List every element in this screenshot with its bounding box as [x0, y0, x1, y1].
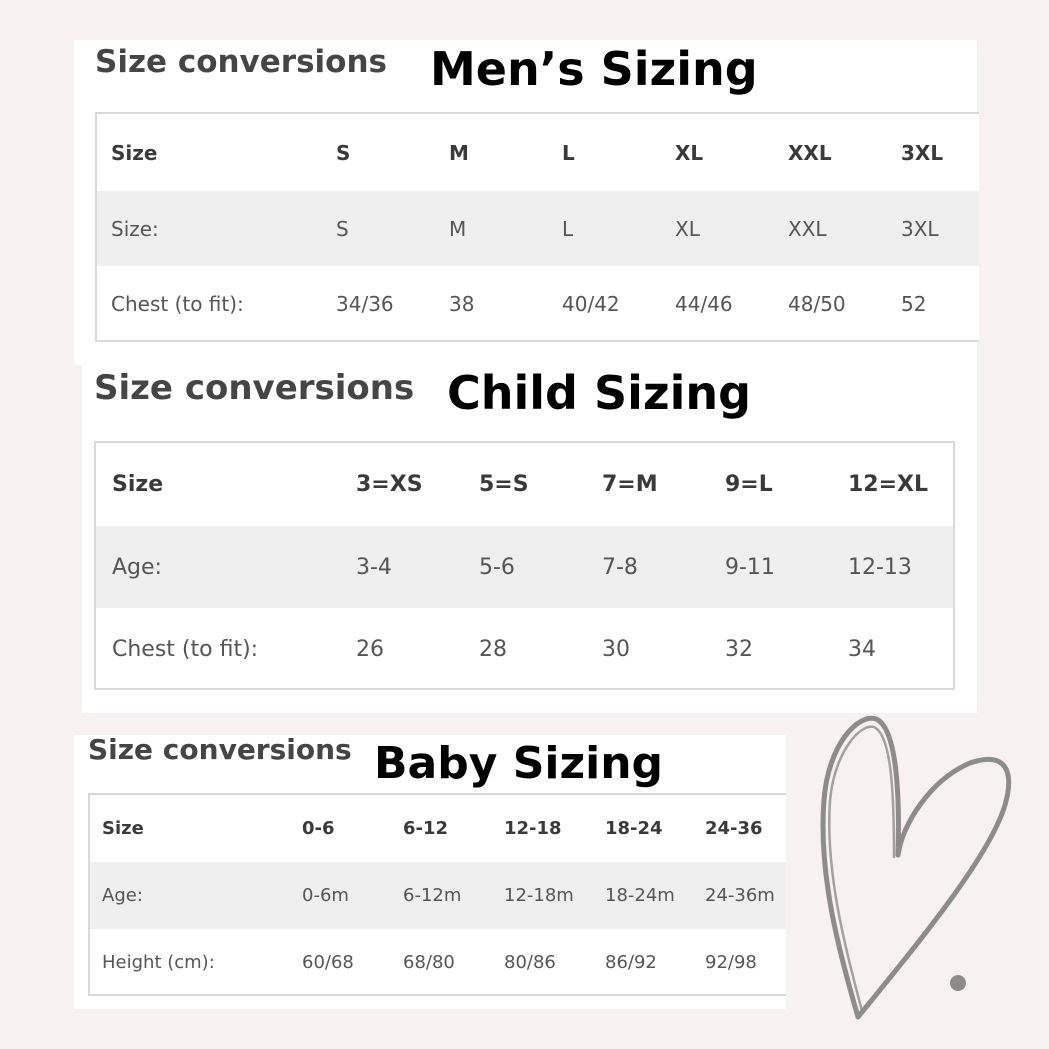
- table-row: Age: 3-4 5-6 7-8 9-11 12-13: [96, 526, 953, 608]
- child-header-cell: 12=XL: [848, 472, 929, 497]
- mens-header-cell: Size: [111, 140, 158, 165]
- baby-row-label: Age:: [102, 885, 143, 906]
- table-row: Height (cm): 60/68 68/80 80/86 86/92 92/…: [90, 929, 786, 994]
- baby-header-cell: 6-12: [403, 818, 449, 839]
- child-cell: 26: [356, 636, 384, 662]
- baby-cell: 68/80: [403, 952, 455, 973]
- mens-header-cell: S: [336, 140, 351, 165]
- mens-cell: 38: [449, 292, 475, 316]
- mens-cell: XL: [675, 216, 700, 241]
- baby-header-cell: 18-24: [605, 818, 663, 839]
- baby-cell: 0-6m: [302, 885, 349, 906]
- child-section-label: Size conversions: [94, 368, 415, 408]
- mens-header-cell: M: [449, 140, 469, 165]
- baby-header-cell: Size: [102, 818, 144, 839]
- baby-cell: 12-18m: [504, 885, 574, 906]
- baby-section-label: Size conversions: [88, 733, 352, 766]
- child-cell: 3-4: [356, 554, 392, 580]
- mens-title: Men’s Sizing: [430, 42, 758, 96]
- mens-cell: 3XL: [901, 216, 939, 241]
- baby-row-label: Height (cm):: [102, 952, 215, 973]
- child-header-cell: 3=XS: [356, 472, 423, 497]
- table-row: Chest (to fit): 34/36 38 40/42 44/46 48/…: [97, 266, 979, 340]
- table-row: Age: 0-6m 6-12m 12-18m 18-24m 24-36m: [90, 862, 786, 929]
- mens-cell: L: [562, 216, 574, 241]
- child-header-cell: Size: [112, 472, 164, 497]
- mens-cell: 34/36: [336, 292, 394, 316]
- child-cell: 28: [479, 636, 507, 662]
- mens-cell: 40/42: [562, 292, 620, 316]
- child-cell: 5-6: [479, 554, 515, 580]
- child-cell: 30: [602, 636, 630, 662]
- table-row: Chest (to fit): 26 28 30 32 34: [96, 608, 953, 688]
- child-row-label: Chest (to fit):: [112, 636, 259, 662]
- baby-cell: 86/92: [605, 952, 657, 973]
- child-row-label: Age:: [112, 554, 162, 580]
- mens-row-label: Chest (to fit):: [111, 292, 244, 316]
- mens-cell: 52: [901, 292, 927, 316]
- child-cell: 9-11: [725, 554, 775, 580]
- baby-cell: 80/86: [504, 952, 556, 973]
- baby-header-cell: 12-18: [504, 818, 562, 839]
- baby-cell: 92/98: [705, 952, 757, 973]
- baby-table: Size 0-6 6-12 12-18 18-24 24-36 Age: 0-6…: [88, 793, 786, 996]
- baby-header-cell: 0-6: [302, 818, 335, 839]
- heart-icon: [820, 715, 1012, 1020]
- mens-cell: 48/50: [788, 292, 846, 316]
- baby-header-row: Size 0-6 6-12 12-18 18-24 24-36: [90, 795, 786, 862]
- table-row: Size: S M L XL XXL 3XL: [97, 191, 979, 266]
- baby-cell: 24-36m: [705, 885, 775, 906]
- child-title: Child Sizing: [447, 366, 752, 420]
- mens-cell: M: [449, 216, 467, 241]
- mens-cell: XXL: [788, 216, 827, 241]
- mens-header-cell: XL: [675, 140, 704, 165]
- baby-header-cell: 24-36: [705, 818, 763, 839]
- baby-cell: 60/68: [302, 952, 354, 973]
- child-cell: 7-8: [602, 554, 638, 580]
- mens-section-label: Size conversions: [95, 44, 387, 80]
- baby-title: Baby Sizing: [374, 738, 664, 789]
- child-header-row: Size 3=XS 5=S 7=M 9=L 12=XL: [96, 443, 953, 526]
- mens-header-cell: XXL: [788, 140, 832, 165]
- mens-header-cell: 3XL: [901, 140, 944, 165]
- baby-cell: 6-12m: [403, 885, 462, 906]
- mens-cell: 44/46: [675, 292, 733, 316]
- child-header-cell: 5=S: [479, 472, 529, 497]
- mens-header-cell: L: [562, 140, 575, 165]
- baby-cell: 18-24m: [605, 885, 675, 906]
- mens-table: Size S M L XL XXL 3XL Size: S M L XL XXL…: [95, 112, 979, 342]
- mens-cell: S: [336, 216, 349, 241]
- child-header-cell: 7=M: [602, 472, 658, 497]
- mens-row-label: Size:: [111, 216, 159, 241]
- child-header-cell: 9=L: [725, 472, 773, 497]
- child-cell: 12-13: [848, 554, 912, 580]
- child-cell: 34: [848, 636, 876, 662]
- mens-header-row: Size S M L XL XXL 3XL: [97, 114, 979, 191]
- child-cell: 32: [725, 636, 753, 662]
- child-table: Size 3=XS 5=S 7=M 9=L 12=XL Age: 3-4 5-6…: [94, 441, 955, 690]
